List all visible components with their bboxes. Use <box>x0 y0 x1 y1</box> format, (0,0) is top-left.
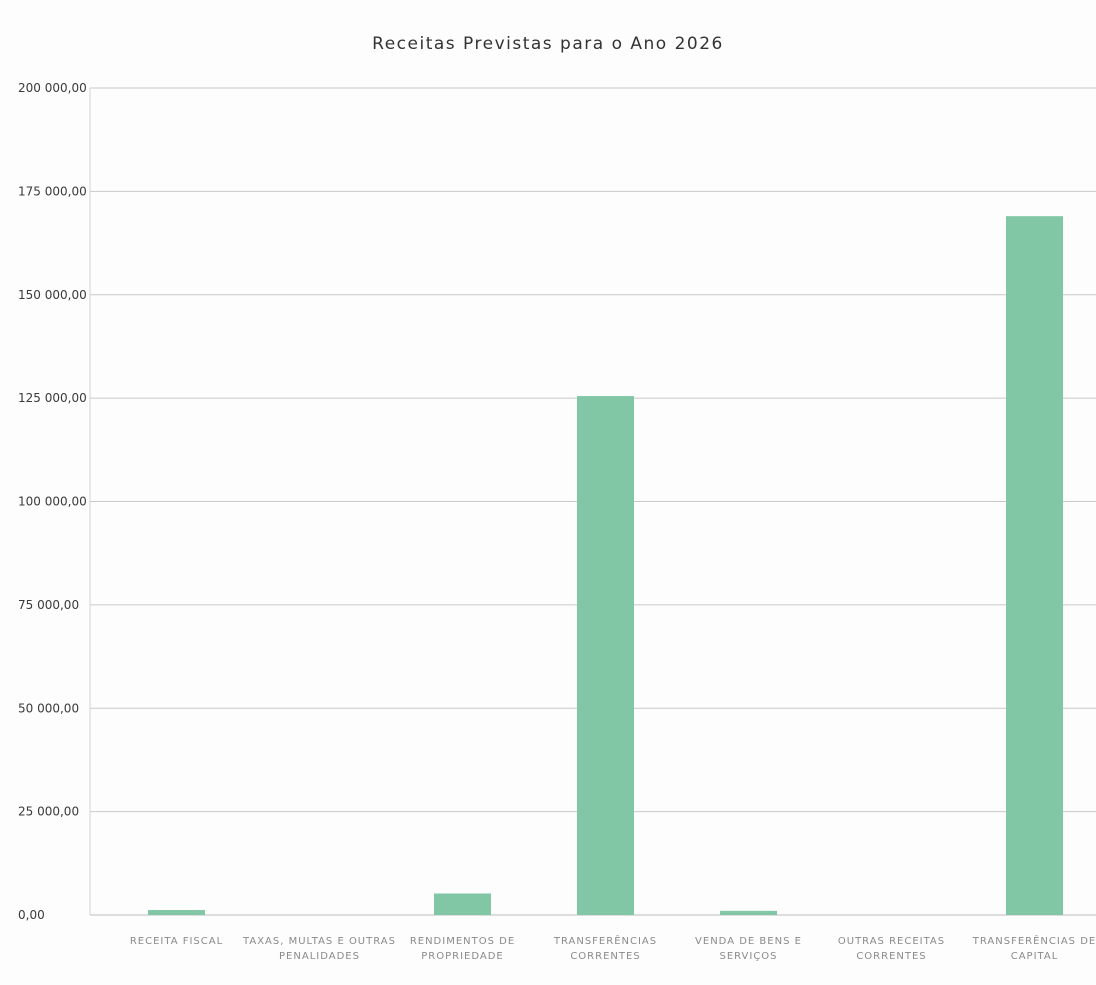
x-tick-label: TRANSFERÊNCIAS DE <box>972 934 1096 947</box>
y-tick-label: 75 000,00 <box>18 598 79 612</box>
bar-layer <box>148 216 1063 915</box>
y-tick-label: 150 000,00 <box>18 288 87 302</box>
bar <box>577 396 634 915</box>
x-tick-label: PENALIDADES <box>279 951 360 962</box>
y-tick-label: 175 000,00 <box>18 184 87 198</box>
x-tick-label: SERVIÇOS <box>719 951 777 962</box>
y-axis-ticks: 0,00 25 000,00 50 000,00 75 000,00 100 000,0… <box>18 81 87 922</box>
x-tick-label: CORRENTES <box>570 951 640 962</box>
bar <box>434 893 491 915</box>
bar <box>720 910 777 915</box>
chart-title: Receitas Previstas para o Ano 2026 <box>372 34 724 54</box>
y-tick-label: 50 000,00 <box>18 701 79 715</box>
x-tick-label: TRANSFERÊNCIAS <box>553 934 657 947</box>
x-tick-label: CAPITAL <box>1011 951 1059 962</box>
bar <box>148 910 205 915</box>
y-tick-label: 125 000,00 <box>18 391 87 405</box>
x-axis-ticks: RECEITA FISCAL TAXAS, MULTAS E OUTRAS PENA… <box>130 934 1096 962</box>
x-tick-label: TAXAS, MULTAS E OUTRAS <box>242 936 396 947</box>
x-tick-label: OUTRAS RECEITAS <box>838 936 945 947</box>
x-tick-label: RENDIMENTOS DE <box>410 936 515 947</box>
y-tick-label: 25 000,00 <box>18 805 79 819</box>
y-tick-label: 100 000,00 <box>18 495 87 509</box>
y-tick-label: 0,00 <box>18 908 45 922</box>
bar <box>1006 216 1063 915</box>
x-tick-label: PROPRIEDADE <box>421 951 503 962</box>
y-tick-label: 200 000,00 <box>18 81 87 95</box>
x-tick-label: CORRENTES <box>856 951 926 962</box>
x-tick-label: RECEITA FISCAL <box>130 936 223 947</box>
x-tick-label: VENDA DE BENS E <box>695 936 802 947</box>
